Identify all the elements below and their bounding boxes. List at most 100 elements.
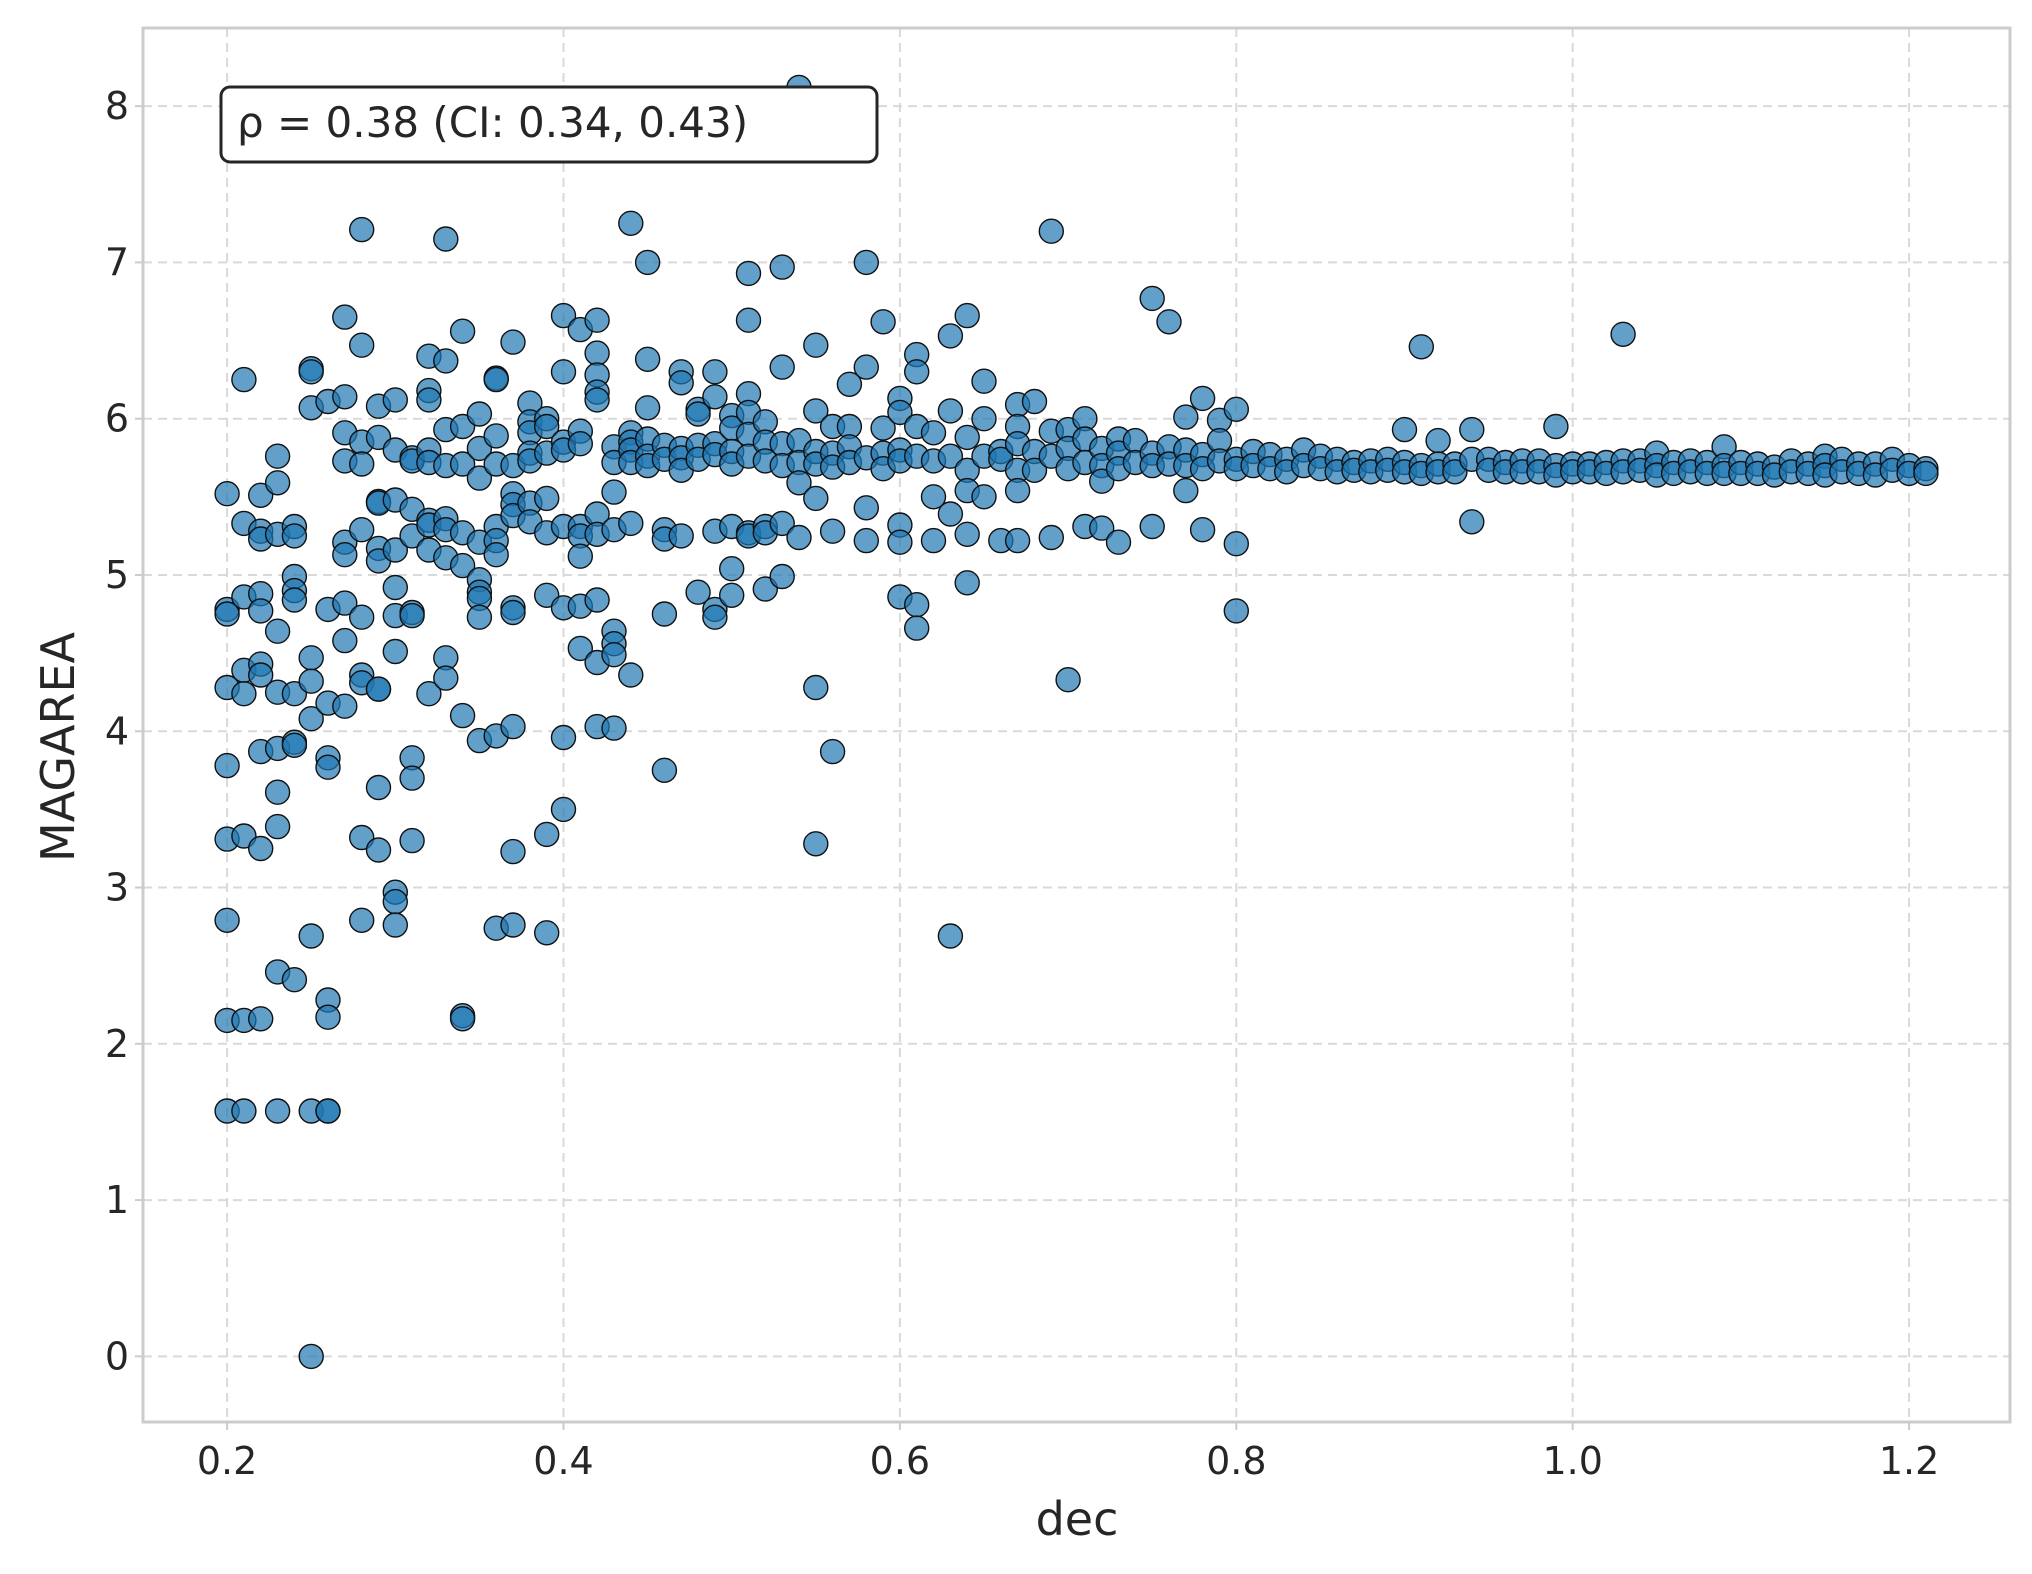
data-point [1021, 388, 1048, 415]
data-point [651, 757, 678, 783]
data-point [651, 601, 678, 627]
data-point [853, 527, 879, 554]
data-point [870, 415, 896, 441]
data-point [1156, 309, 1182, 335]
data-point [1173, 477, 1199, 504]
data-point [601, 642, 627, 668]
data-point [399, 765, 425, 791]
data-point [937, 443, 964, 469]
data-point [382, 638, 408, 665]
data-point [971, 406, 997, 432]
data-point [382, 912, 408, 938]
data-point [1139, 285, 1165, 312]
data-point [954, 424, 980, 451]
data-point [416, 387, 442, 413]
data-point [954, 302, 980, 329]
data-point [769, 510, 795, 537]
data-point [803, 674, 829, 701]
data-point [1459, 416, 1485, 443]
y-tick-label: 8 [105, 84, 129, 128]
data-point [904, 359, 930, 385]
data-point [601, 479, 627, 505]
annotation-text: ρ = 0.38 (CI: 0.34, 0.43) [237, 98, 748, 147]
data-point [466, 465, 493, 491]
data-point [887, 529, 913, 555]
data-point [584, 587, 610, 613]
data-point [349, 332, 375, 358]
data-point [1038, 524, 1065, 551]
data-point [803, 831, 829, 857]
data-point [365, 774, 392, 801]
y-axis-label: MAGAREA [31, 631, 85, 861]
data-point [264, 443, 291, 469]
data-point [1543, 413, 1569, 440]
data-point [853, 354, 879, 380]
data-point [1223, 531, 1250, 557]
data-point [231, 1098, 257, 1124]
data-point [702, 384, 728, 410]
data-point [1088, 515, 1115, 541]
data-point [1223, 396, 1250, 422]
data-point [349, 216, 375, 243]
data-point [584, 307, 610, 333]
data-point [1021, 457, 1048, 483]
data-point [634, 346, 661, 372]
data-point [803, 485, 829, 512]
data-point [1105, 529, 1132, 555]
data-point [382, 574, 408, 601]
x-tick-label: 1.0 [1542, 1439, 1602, 1483]
x-axis-ticks: 0.2 0.4 0.6 0.8 1.0 1.2 [197, 1422, 1939, 1483]
data-point [399, 827, 425, 854]
data-point [365, 676, 392, 702]
data-point [500, 912, 526, 938]
data-point [281, 732, 308, 758]
y-tick-label: 2 [105, 1022, 129, 1066]
data-point [870, 309, 896, 335]
data-point [702, 604, 728, 630]
data-point [769, 254, 795, 280]
data-point [500, 599, 526, 626]
data-point [971, 368, 997, 394]
y-tick-label: 1 [105, 1178, 129, 1222]
data-point [1004, 527, 1031, 554]
data-point [634, 249, 661, 276]
data-point [819, 518, 846, 544]
data-point [1913, 460, 1939, 487]
data-point [685, 401, 711, 427]
data-point [836, 371, 863, 397]
data-point [500, 329, 526, 355]
data-point [248, 835, 274, 862]
data-point [281, 587, 308, 613]
data-point [904, 592, 930, 618]
data-point [264, 1098, 291, 1124]
data-point [937, 398, 964, 424]
data-point [769, 563, 795, 590]
x-tick-label: 1.2 [1879, 1439, 1939, 1483]
data-point [449, 552, 476, 579]
data-point [214, 907, 240, 933]
data-point [298, 668, 324, 694]
data-point [853, 249, 879, 276]
data-point [1004, 477, 1031, 504]
data-point [332, 627, 358, 654]
data-point [500, 713, 526, 740]
data-point [349, 451, 375, 477]
data-point [567, 543, 593, 569]
data-point [332, 542, 358, 568]
data-point [264, 779, 291, 805]
data-points [214, 74, 1939, 1370]
data-point [298, 1343, 324, 1370]
data-point [1223, 598, 1250, 624]
data-point [1038, 218, 1065, 244]
data-point [550, 359, 577, 385]
data-point [332, 693, 358, 719]
data-point [1055, 667, 1081, 693]
data-point [399, 602, 425, 629]
data-point [248, 662, 274, 688]
data-point [248, 598, 274, 624]
data-point [1408, 334, 1435, 360]
data-point [433, 226, 459, 252]
data-point [382, 387, 408, 413]
data-point [332, 384, 358, 410]
